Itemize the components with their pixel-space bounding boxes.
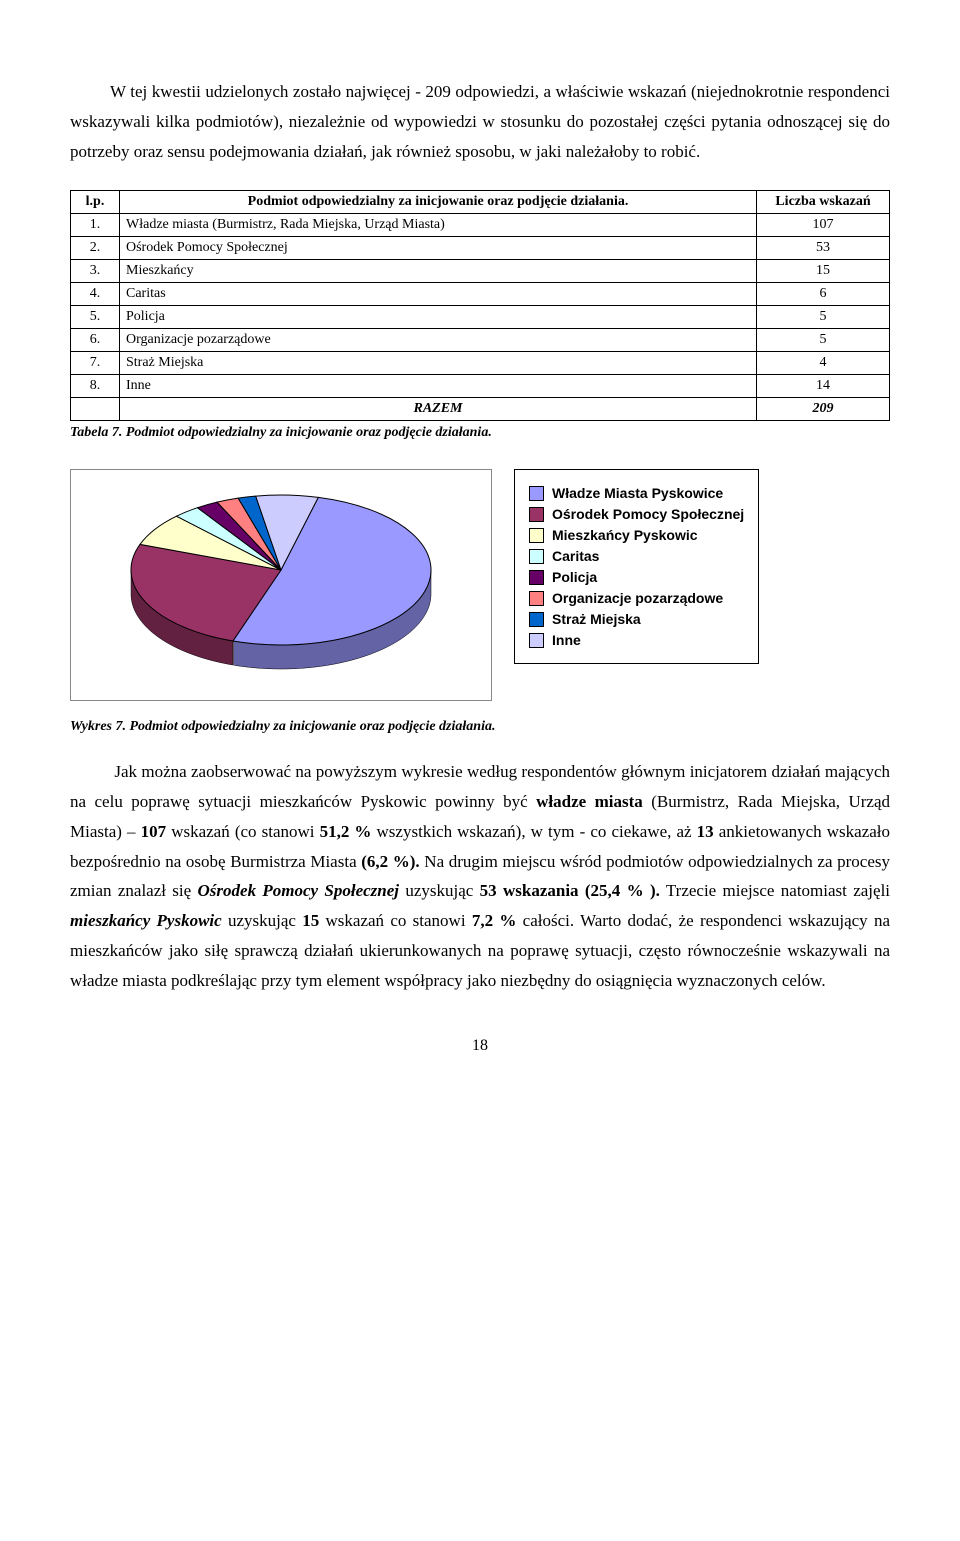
cell-value: 6 [757,283,890,306]
legend-label: Inne [552,632,581,648]
cell-lp [71,398,120,421]
cell-lp: 8. [71,375,120,398]
table-7-caption: Tabela 7. Podmiot odpowiedzialny za inic… [70,425,890,441]
legend-swatch [529,612,544,627]
chart-legend: Władze Miasta Pyskowice Ośrodek Pomocy Sp… [514,469,759,664]
legend-item: Inne [529,632,744,648]
legend-item: Organizacje pozarządowe [529,590,744,606]
legend-swatch [529,549,544,564]
legend-item: Policja [529,569,744,585]
table-row: 5.Policja5 [71,306,890,329]
table-7: l.p. Podmiot odpowiedzialny za inicjowan… [70,190,890,421]
table-row: 4.Caritas6 [71,283,890,306]
cell-label: Ośrodek Pomocy Społecznej [120,237,757,260]
page-number: 18 [70,1037,890,1055]
cell-lp: 7. [71,352,120,375]
cell-label: Straż Miejska [120,352,757,375]
legend-label: Organizacje pozarządowe [552,590,723,606]
text-span: 7,2 % [472,911,517,930]
legend-item: Caritas [529,548,744,564]
text-span: wskazań (co stanowi [166,822,319,841]
legend-item: Władze Miasta Pyskowice [529,485,744,501]
legend-swatch [529,507,544,522]
cell-label: Policja [120,306,757,329]
legend-label: Caritas [552,548,599,564]
cell-value: 107 [757,214,890,237]
cell-value: 5 [757,306,890,329]
pie-chart [71,470,491,700]
cell-label: Caritas [120,283,757,306]
table-row: 1.Władze miasta (Burmistrz, Rada Miejska… [71,214,890,237]
legend-label: Mieszkańcy Pyskowic [552,527,698,543]
chart-row: Władze Miasta Pyskowice Ośrodek Pomocy Sp… [70,469,890,701]
text-span: 107 [141,822,167,841]
cell-value: 53 [757,237,890,260]
text-span: wskazań co stanowi [319,911,472,930]
cell-label: Władze miasta (Burmistrz, Rada Miejska, … [120,214,757,237]
cell-lp: 6. [71,329,120,352]
cell-value: 15 [757,260,890,283]
text-span: Ośrodek Pomocy Społecznej [198,881,400,900]
cell-label: Mieszkańcy [120,260,757,283]
text-span: uzyskując [222,911,303,930]
cell-label-total: RAZEM [120,398,757,421]
cell-lp: 2. [71,237,120,260]
text-span: wszystkich wskazań), w tym - co ciekawe,… [371,822,696,841]
analysis-paragraph: Jak można zaobserwować na powyższym wykr… [70,757,890,995]
legend-label: Straż Miejska [552,611,641,627]
table-row: 2.Ośrodek Pomocy Społecznej53 [71,237,890,260]
pie-chart-container [70,469,492,701]
text-span: 51,2 % [320,822,372,841]
cell-lp: 5. [71,306,120,329]
text-span: 13 [697,822,714,841]
cell-label: Inne [120,375,757,398]
text-span: (6,2 %). [361,852,419,871]
legend-swatch [529,633,544,648]
text-span: mieszkańcy Pyskowic [70,911,222,930]
text-span: 15 [302,911,319,930]
table-row: 3.Mieszkańcy15 [71,260,890,283]
legend-item: Ośrodek Pomocy Społecznej [529,506,744,522]
cell-lp: 3. [71,260,120,283]
cell-value: 5 [757,329,890,352]
legend-item: Mieszkańcy Pyskowic [529,527,744,543]
intro-paragraph: W tej kwestii udzielonych zostało najwię… [70,77,890,166]
legend-label: Władze Miasta Pyskowice [552,485,723,501]
cell-value: 4 [757,352,890,375]
cell-label: Organizacje pozarządowe [120,329,757,352]
text-span: (25,4 % ). [585,881,660,900]
text-span: Trzecie miejsce natomiast zajęli [660,881,890,900]
cell-lp: 1. [71,214,120,237]
table-row: 8.Inne14 [71,375,890,398]
intro-text: W tej kwestii udzielonych zostało najwię… [70,82,890,161]
chart-7-caption: Wykres 7. Podmiot odpowiedzialny za inic… [70,719,890,735]
table-row: 6.Organizacje pozarządowe5 [71,329,890,352]
legend-item: Straż Miejska [529,611,744,627]
th-val: Liczba wskazań [757,191,890,214]
legend-label: Policja [552,569,597,585]
legend-swatch [529,486,544,501]
text-span: władze miasta [536,792,643,811]
cell-lp: 4. [71,283,120,306]
table-row-total: RAZEM209 [71,398,890,421]
legend-swatch [529,591,544,606]
table-row: 7.Straż Miejska4 [71,352,890,375]
legend-swatch [529,528,544,543]
cell-value: 14 [757,375,890,398]
cell-value-total: 209 [757,398,890,421]
text-span: 53 wskazania [480,881,579,900]
text-span: uzyskując [399,881,480,900]
th-lp: l.p. [71,191,120,214]
legend-swatch [529,570,544,585]
legend-label: Ośrodek Pomocy Społecznej [552,506,744,522]
th-label: Podmiot odpowiedzialny za inicjowanie or… [120,191,757,214]
